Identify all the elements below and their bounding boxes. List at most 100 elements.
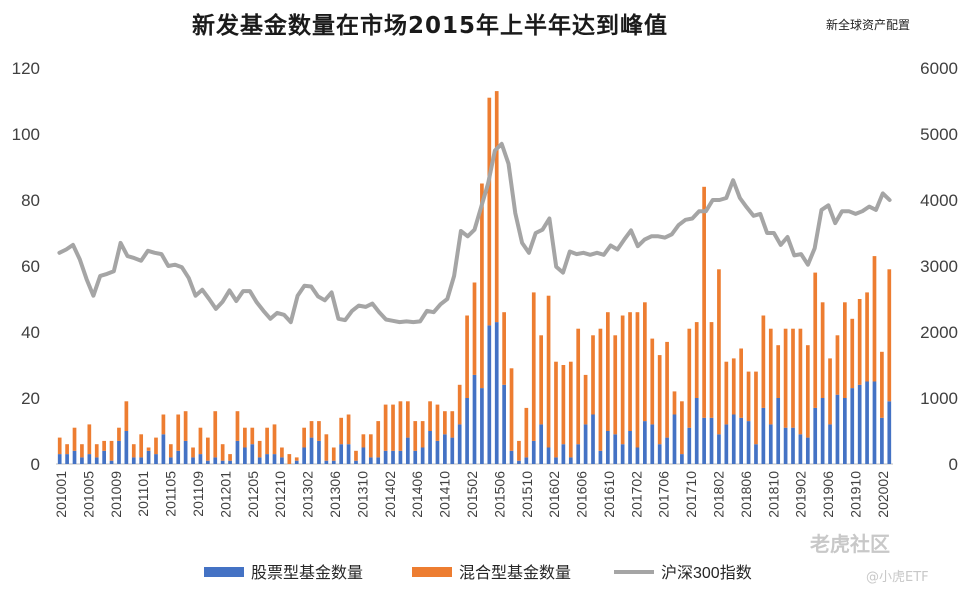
bar-stock-fund	[694, 398, 699, 464]
bar-mixed-fund	[176, 414, 181, 451]
bar-mixed-fund	[457, 384, 462, 425]
bar-mixed-fund	[57, 437, 62, 455]
bar-mixed-fund	[783, 328, 788, 428]
x-tick-label: 201310	[354, 471, 370, 518]
y-left-tick-label: 120	[12, 59, 40, 78]
bar-mixed-fund	[72, 427, 77, 451]
bar-stock-fund	[168, 457, 173, 464]
y-left-tick-label: 20	[21, 389, 40, 408]
bar-mixed-fund	[739, 348, 743, 418]
bar-mixed-fund	[368, 434, 373, 458]
bar-stock-fund	[731, 414, 736, 464]
line-csi300-index	[57, 141, 892, 325]
bar-stock-fund	[368, 457, 373, 464]
bar-stock-fund	[546, 447, 551, 464]
bar-stock-fund	[280, 457, 284, 464]
bar-mixed-fund	[605, 312, 610, 431]
bar-stock-fund	[598, 450, 603, 464]
bar-mixed-fund	[502, 312, 506, 385]
bar-stock-fund	[887, 401, 892, 464]
bar-mixed-fund	[287, 454, 292, 464]
bar-stock-fund	[265, 454, 269, 464]
bar-stock-fund	[331, 460, 336, 464]
bar-mixed-fund	[509, 368, 514, 451]
bar-stock-fund	[517, 460, 521, 464]
bar-mixed-fund	[235, 411, 240, 441]
x-tick-label: 201910	[848, 471, 864, 518]
y-left-tick-label: 100	[12, 125, 40, 144]
bar-stock-fund	[576, 444, 581, 464]
bar-stock-fund	[554, 457, 558, 464]
bar-stock-fund	[457, 424, 462, 464]
bar-mixed-fund	[613, 335, 618, 435]
bar-mixed-fund	[398, 401, 403, 451]
bar-mixed-fund	[331, 447, 336, 461]
bar-stock-fund	[94, 457, 99, 464]
y-left-tick-label: 80	[21, 191, 40, 210]
bar-mixed-fund	[391, 404, 395, 451]
bar-mixed-fund	[250, 427, 255, 445]
bar-mixed-fund	[761, 315, 766, 408]
bar-mixed-fund	[568, 361, 573, 458]
x-tick-label: 201001	[53, 471, 69, 518]
bar-mixed-fund	[191, 447, 195, 458]
bar-stock-fund	[650, 424, 655, 464]
y-right-tick-label: 3000	[920, 257, 958, 276]
bar-mixed-fund	[591, 335, 595, 415]
bar-stock-fund	[391, 450, 395, 464]
bar-mixed-fund	[531, 292, 536, 441]
bar-mixed-fund	[687, 328, 692, 428]
bar-mixed-fund	[798, 328, 803, 435]
bar-stock-fund	[524, 457, 529, 464]
bar-stock-fund	[339, 444, 344, 464]
bar-stock-fund	[613, 434, 618, 464]
bar-stock-fund	[472, 374, 477, 464]
bar-mixed-fund	[731, 358, 736, 415]
bar-stock-fund	[309, 437, 314, 464]
bar-stock-fund	[428, 431, 432, 464]
x-tick-label: 201402	[382, 471, 398, 518]
legend-label: 股票型基金数量	[251, 564, 363, 582]
bar-stock-fund	[702, 417, 706, 464]
bar-mixed-fund	[413, 421, 418, 451]
bar-stock-fund	[746, 421, 751, 464]
bar-mixed-fund	[102, 440, 106, 451]
bar-stock-fund	[302, 447, 306, 464]
bar-mixed-fund	[880, 351, 884, 418]
bar-mixed-fund	[65, 444, 69, 455]
bar-mixed-fund	[680, 401, 684, 455]
bar-mixed-fund	[835, 335, 840, 395]
bar-mixed-fund	[643, 302, 647, 422]
x-tick-label: 202002	[875, 471, 891, 518]
bar-stock-fund	[413, 450, 418, 464]
bar-mixed-fund	[376, 421, 381, 458]
x-tick-label: 201009	[108, 471, 124, 518]
bar-stock-fund	[657, 444, 662, 464]
bar-stock-fund	[561, 444, 566, 464]
bar-stock-fund	[857, 384, 862, 464]
bar-mixed-fund	[702, 186, 706, 418]
bar-mixed-fund	[361, 434, 366, 448]
bar-stock-fund	[131, 457, 136, 464]
x-tick-label: 201205	[245, 471, 261, 518]
x-tick-label: 201702	[628, 471, 644, 518]
bar-mixed-fund	[117, 427, 121, 441]
y-right-tick-label: 4000	[920, 191, 958, 210]
bar-stock-fund	[665, 437, 669, 464]
x-tick-label: 201906	[820, 471, 836, 518]
y-left-tick-label: 60	[21, 257, 40, 276]
bar-stock-fund	[228, 460, 232, 464]
bar-stock-fund	[191, 457, 195, 464]
bar-stock-fund	[776, 398, 781, 464]
bar-stock-fund	[398, 450, 403, 464]
bar-mixed-fund	[583, 374, 588, 425]
bar-mixed-fund	[339, 417, 344, 445]
bar-stock-fund	[257, 457, 262, 464]
bar-stock-fund	[820, 398, 825, 464]
bar-mixed-fund	[820, 302, 825, 398]
chart-title: 新发基金数量在市场2015年上半年达到峰值	[191, 13, 668, 39]
bar-mixed-fund	[168, 444, 173, 458]
bar-mixed-fund	[213, 411, 218, 458]
bar-stock-fund	[183, 440, 188, 464]
